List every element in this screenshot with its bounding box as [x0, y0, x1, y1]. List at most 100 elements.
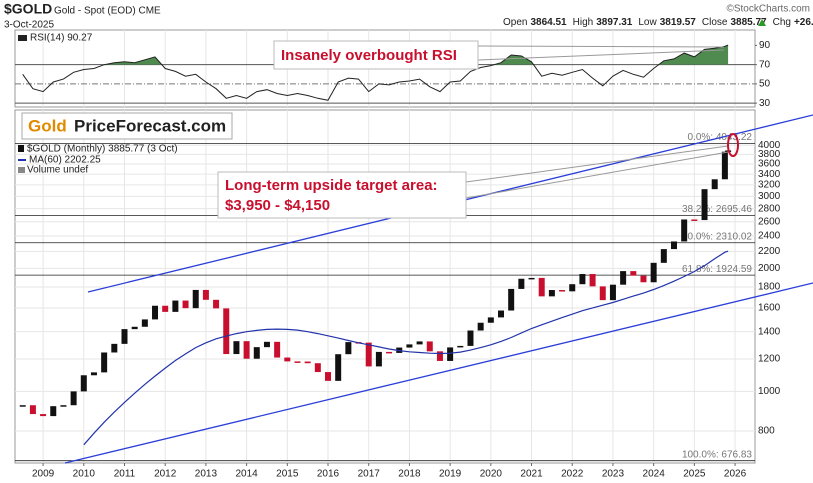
candle	[172, 300, 179, 312]
y-tick-label: 3200	[758, 180, 781, 191]
candle	[223, 308, 230, 355]
x-tick-label: 2026	[724, 469, 747, 480]
candle	[182, 300, 189, 309]
candle	[426, 341, 433, 352]
legend-entry: $GOLD (Monthly) 3885.77 (3 Oct)	[27, 144, 178, 155]
y-tick-label: 2200	[758, 246, 781, 257]
candle	[101, 352, 108, 373]
annotation: Long-term upside target area:	[225, 177, 438, 194]
legend-entry: MA(60) 2202.25	[29, 155, 101, 166]
x-tick-label: 2012	[154, 469, 177, 480]
rsi-panel	[14, 29, 756, 108]
y-tick-label: 1000	[758, 386, 781, 397]
candle	[386, 351, 393, 354]
x-tick-label: 2013	[195, 469, 218, 480]
quote: Open 3864.51 High 3897.31 Low 3819.57 Close 388…	[503, 17, 813, 28]
candle	[80, 375, 87, 392]
callout-line	[477, 45, 725, 48]
annotation: Insanely overbought RSI	[281, 47, 457, 64]
candle	[253, 347, 260, 359]
description: Gold - Spot (EOD) CME	[54, 6, 161, 17]
price: 2009 2010 2011 2012 2013 2014 2015 2016 2017 2018…	[15, 110, 781, 480]
candle	[579, 274, 586, 285]
candle	[681, 219, 688, 242]
y-tick-label: 3800	[758, 149, 781, 160]
candle	[263, 341, 270, 348]
fib-label: 38.2%: 2695.46	[682, 204, 752, 215]
callout-line	[465, 151, 729, 199]
annotation-box	[217, 171, 467, 219]
up-arrow	[758, 19, 766, 26]
y-tick-label: 2600	[758, 216, 781, 227]
candle	[487, 317, 494, 323]
candle	[111, 343, 118, 353]
candle	[599, 286, 606, 301]
x-tick-label: 2011	[114, 469, 136, 480]
candle	[416, 341, 423, 345]
rsi-legend-swatch	[18, 35, 27, 41]
x-tick-label: 2023	[602, 469, 625, 480]
candle	[640, 275, 647, 283]
candle	[19, 405, 26, 407]
candle	[192, 289, 199, 309]
candle	[304, 361, 311, 364]
y-tick-label: 3000	[758, 191, 781, 202]
candle	[691, 219, 698, 221]
y-tick-label: 1800	[758, 282, 781, 293]
candle	[70, 391, 77, 406]
legend-entry: Volume undef	[27, 165, 88, 176]
candle	[345, 342, 352, 355]
x-tick-label: 2018	[398, 469, 421, 480]
quote-label: Open	[503, 17, 527, 28]
x-tick-label: 2010	[73, 469, 96, 480]
annotation-box	[273, 40, 479, 70]
candle	[589, 274, 596, 287]
annotation: $3,950 - $4,150	[225, 197, 330, 214]
candle	[131, 326, 138, 330]
candle	[721, 151, 728, 180]
fib-label: 50.0%: 2310.02	[682, 231, 752, 242]
candle	[40, 414, 47, 417]
y-tick-label: 800	[758, 426, 775, 437]
quote-label: High	[573, 17, 594, 28]
candle	[365, 342, 372, 367]
x-tick-label: 2020	[480, 469, 503, 480]
y-tick-label: 1200	[758, 354, 781, 365]
y-tick-label: 90	[759, 40, 771, 51]
candle	[274, 341, 281, 358]
fib-label: 61.8%: 1924.59	[682, 264, 752, 275]
candle	[528, 277, 535, 280]
highlight	[727, 133, 739, 157]
candle	[121, 329, 128, 344]
candle	[559, 290, 566, 292]
candle	[548, 290, 555, 297]
candle	[670, 241, 677, 250]
x-tick-label: 2009	[32, 469, 55, 480]
x-tick-label: 2025	[683, 469, 706, 480]
quote-label: Close	[702, 17, 728, 28]
trend-line	[64, 282, 813, 464]
candle	[213, 299, 220, 309]
candle	[701, 189, 708, 221]
quote-value: +26.63 (+0.69%)	[794, 17, 813, 28]
candle	[467, 330, 474, 346]
candle	[711, 179, 718, 190]
symbol: $GOLD	[4, 1, 52, 17]
logo-brand: Gold	[28, 116, 67, 135]
source: ©StockCharts.com	[726, 4, 810, 15]
y-tick-label: 1400	[758, 326, 781, 337]
candle	[141, 319, 148, 327]
x-tick-label: 2017	[358, 469, 381, 480]
fib-label: 100.0%: 676.83	[682, 449, 752, 460]
candle	[538, 277, 545, 297]
price-panel	[14, 109, 756, 464]
callout-line	[465, 145, 729, 183]
candle	[569, 284, 576, 292]
candle	[609, 284, 616, 301]
quote-value: 3819.57	[660, 17, 697, 28]
candle	[325, 372, 332, 381]
x-tick-label: 2024	[643, 469, 666, 480]
rsi: 30 50 70 90 RSI(14) 90.27	[15, 30, 771, 109]
candle	[243, 341, 250, 359]
